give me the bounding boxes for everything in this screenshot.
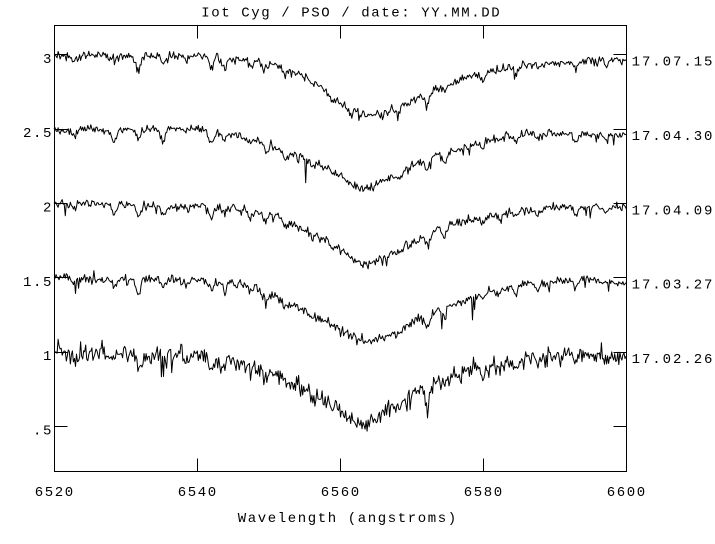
- svg-text:6560: 6560: [321, 485, 361, 501]
- svg-text:2: 2: [43, 201, 53, 217]
- svg-text:Wavelength (angstroms): Wavelength (angstroms): [238, 511, 458, 527]
- svg-text:17.03.27: 17.03.27: [632, 278, 715, 294]
- svg-text:17.04.30: 17.04.30: [632, 129, 715, 145]
- svg-text:1: 1: [43, 349, 53, 365]
- svg-text:6580: 6580: [464, 485, 504, 501]
- svg-text:6520: 6520: [35, 485, 75, 501]
- svg-text:.5: .5: [33, 424, 53, 440]
- svg-text:6540: 6540: [178, 485, 218, 501]
- svg-text:17.02.26: 17.02.26: [632, 352, 715, 368]
- svg-text:2.5: 2.5: [23, 126, 53, 142]
- svg-text:17.04.09: 17.04.09: [632, 203, 715, 219]
- svg-text:Iot Cyg / PSO / date: YY.MM.DD: Iot Cyg / PSO / date: YY.MM.DD: [201, 5, 501, 21]
- svg-text:6600: 6600: [607, 485, 647, 501]
- svg-text:17.07.15: 17.07.15: [632, 55, 715, 71]
- svg-text:3: 3: [43, 52, 53, 68]
- svg-text:1.5: 1.5: [23, 275, 53, 291]
